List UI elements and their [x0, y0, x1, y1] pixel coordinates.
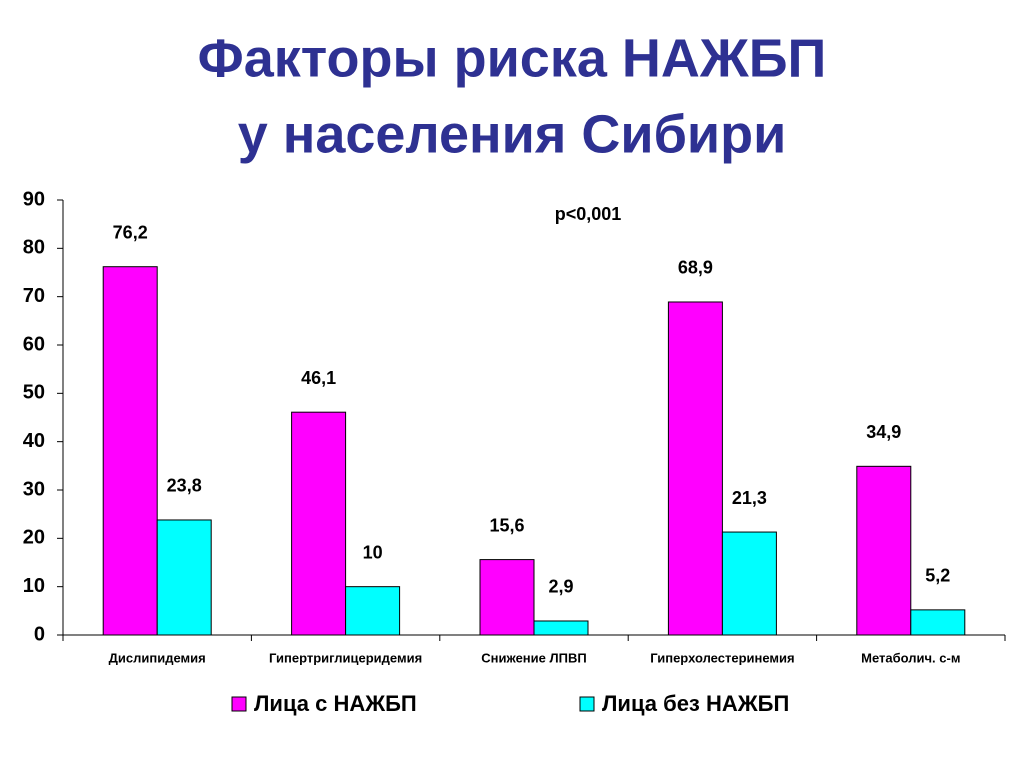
legend-swatch [579, 696, 595, 712]
value-label: 2,9 [548, 577, 573, 597]
legend-label: Лица без НАЖБП [602, 691, 789, 716]
chart-title: у населения Сибири [238, 104, 787, 164]
value-label: 76,2 [113, 222, 148, 242]
x-tick-label: Гиперхолестеринемия [650, 650, 794, 665]
y-tick-label: 10 [23, 575, 45, 597]
x-tick-label: Метаболич. с-м [861, 650, 960, 665]
annotation: p<0,001 [555, 204, 622, 224]
value-label: 10 [363, 542, 383, 562]
bar [721, 531, 777, 636]
value-label: 34,9 [866, 422, 901, 442]
legend-label: Лица с НАЖБП [254, 691, 417, 716]
bar [667, 301, 723, 636]
x-tick-label: Дислипидемия [109, 650, 206, 665]
y-tick-label: 40 [23, 430, 45, 452]
y-tick-label: 30 [23, 478, 45, 500]
y-tick-label: 90 [23, 188, 45, 210]
x-tick-label: Гипертриглицеридемия [269, 650, 422, 665]
bar [856, 465, 912, 636]
value-label: 23,8 [167, 476, 202, 496]
y-tick-label: 50 [23, 382, 45, 404]
y-tick-label: 20 [23, 527, 45, 549]
y-tick-label: 70 [23, 285, 45, 307]
value-label: 21,3 [732, 488, 767, 508]
value-label: 68,9 [678, 258, 713, 278]
x-tick-label: Снижение ЛПВП [481, 650, 586, 665]
value-label: 15,6 [489, 515, 524, 535]
bar [910, 609, 966, 636]
bar [479, 559, 535, 636]
value-label: 5,2 [925, 566, 950, 586]
bar [291, 411, 347, 636]
y-tick-label: 80 [23, 237, 45, 259]
value-label: 46,1 [301, 368, 336, 388]
y-tick-label: 0 [34, 623, 45, 645]
bar [345, 586, 401, 636]
legend-swatch [231, 696, 247, 712]
bar [156, 519, 212, 636]
chart-title: Факторы риска НАЖБП [198, 28, 827, 88]
bar [533, 620, 589, 636]
bar [102, 266, 158, 636]
y-tick-label: 60 [23, 333, 45, 355]
